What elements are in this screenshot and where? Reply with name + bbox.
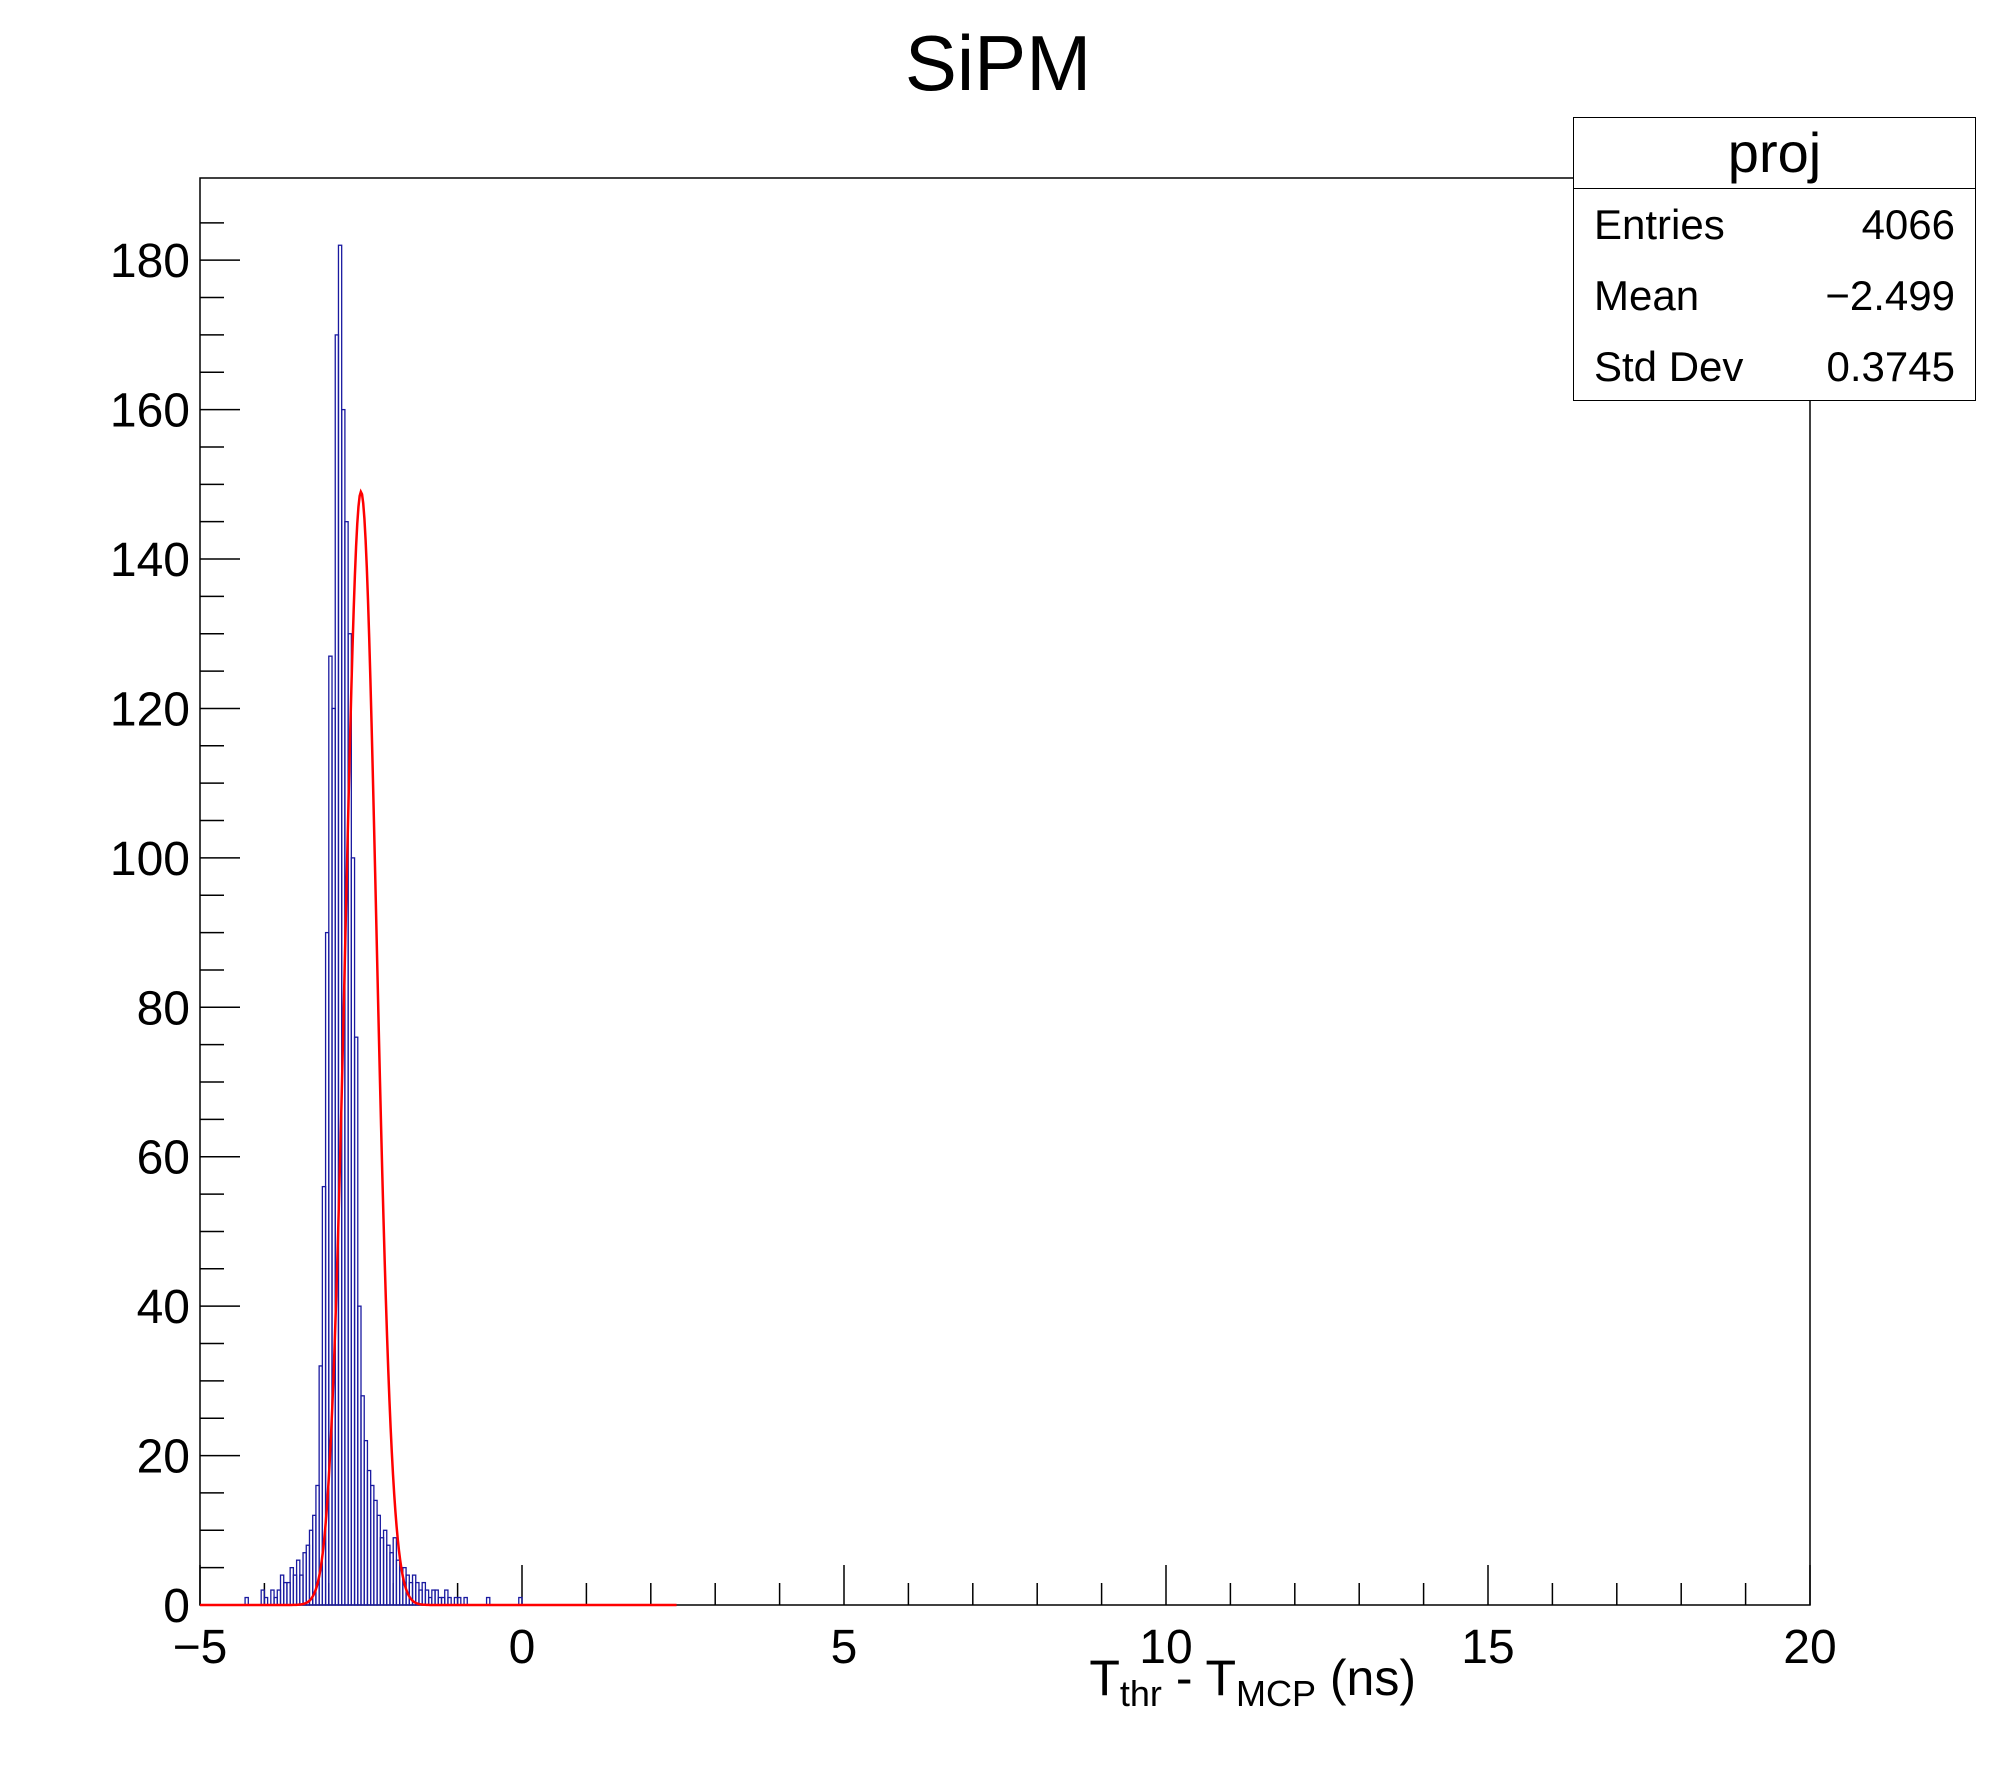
stats-label: Entries xyxy=(1594,201,1725,248)
histogram-bins xyxy=(244,244,523,1606)
x-tick-label: 10 xyxy=(1139,1621,1192,1674)
x-axis-label: Tthr - TMCP (ns) xyxy=(1089,1650,1416,1714)
stats-value: −2.499 xyxy=(1825,272,1955,319)
y-tick-label: 120 xyxy=(110,683,190,736)
stats-value: 4066 xyxy=(1861,201,1955,248)
stats-label: Std Dev xyxy=(1594,343,1744,390)
y-tick-label: 100 xyxy=(110,833,190,886)
stats-label: Mean xyxy=(1594,272,1700,319)
x-tick-label: 5 xyxy=(831,1621,858,1674)
y-tick-label: 60 xyxy=(137,1132,190,1185)
y-tick-label: 80 xyxy=(137,982,190,1035)
stats-row-stddev: Std Dev 0.3745 xyxy=(1574,331,1975,402)
y-tick-label: 0 xyxy=(163,1580,190,1633)
y-tick-label: 180 xyxy=(110,235,190,288)
y-tick-label: 40 xyxy=(137,1281,190,1334)
stats-box-name: proj xyxy=(1574,118,1975,189)
x-tick-label: 0 xyxy=(509,1621,536,1674)
plot-frame xyxy=(199,177,1811,1606)
y-axis-tick-labels: 0 20 40 60 80 100 120 140 160 180 xyxy=(110,235,190,1633)
x-tick-label: 20 xyxy=(1783,1621,1836,1674)
stats-value: 0.3745 xyxy=(1826,343,1955,390)
stats-row-entries: Entries 4066 xyxy=(1574,189,1975,260)
axis-frame xyxy=(199,177,1811,1606)
x-axis-tick-labels: −5 0 5 10 15 20 xyxy=(173,1621,1837,1674)
y-axis-ticks xyxy=(200,222,240,1606)
stats-row-mean: Mean −2.499 xyxy=(1574,260,1975,331)
x-tick-label: 15 xyxy=(1461,1621,1514,1674)
chart-title: SiPM xyxy=(904,19,1092,107)
y-tick-label: 20 xyxy=(137,1431,190,1484)
stats-box: proj Entries 4066 Mean −2.499 Std Dev 0.… xyxy=(1573,117,1976,401)
y-tick-label: 140 xyxy=(110,534,190,587)
gaussian-fit-curve xyxy=(200,488,677,1607)
x-tick-label: −5 xyxy=(173,1621,228,1674)
y-tick-label: 160 xyxy=(110,385,190,438)
